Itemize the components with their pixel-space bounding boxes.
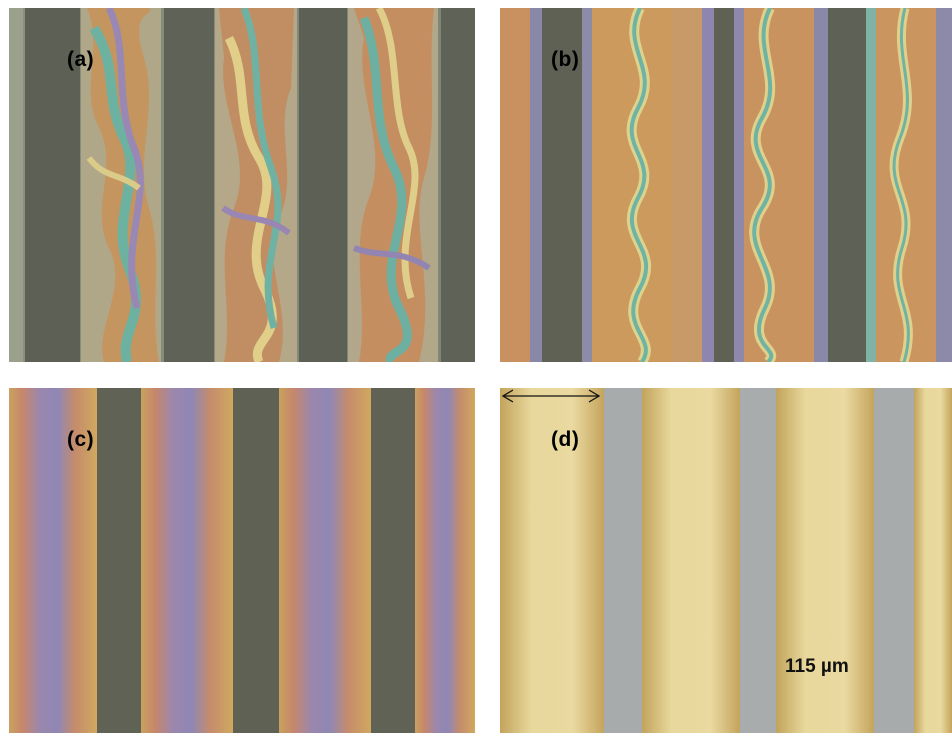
panel-b-micrograph: (b)	[500, 8, 952, 362]
panel-a-image	[9, 8, 475, 362]
panel-c-micrograph: (c)	[9, 388, 475, 733]
scale-bar-label: 115 µm	[785, 656, 849, 677]
panel-d-micrograph: (d) 115 µm	[500, 388, 952, 733]
panel-d-image	[500, 388, 952, 733]
panel-d-label: (d)	[551, 428, 580, 451]
panel-c-image	[9, 388, 475, 733]
panel-b-image	[500, 8, 952, 362]
panel-a-micrograph: (a)	[9, 8, 475, 362]
panel-c-label: (c)	[67, 428, 95, 451]
panel-b-label: (b)	[551, 48, 580, 71]
scale-bar-arrow	[501, 389, 601, 403]
panel-a-label: (a)	[67, 48, 95, 71]
